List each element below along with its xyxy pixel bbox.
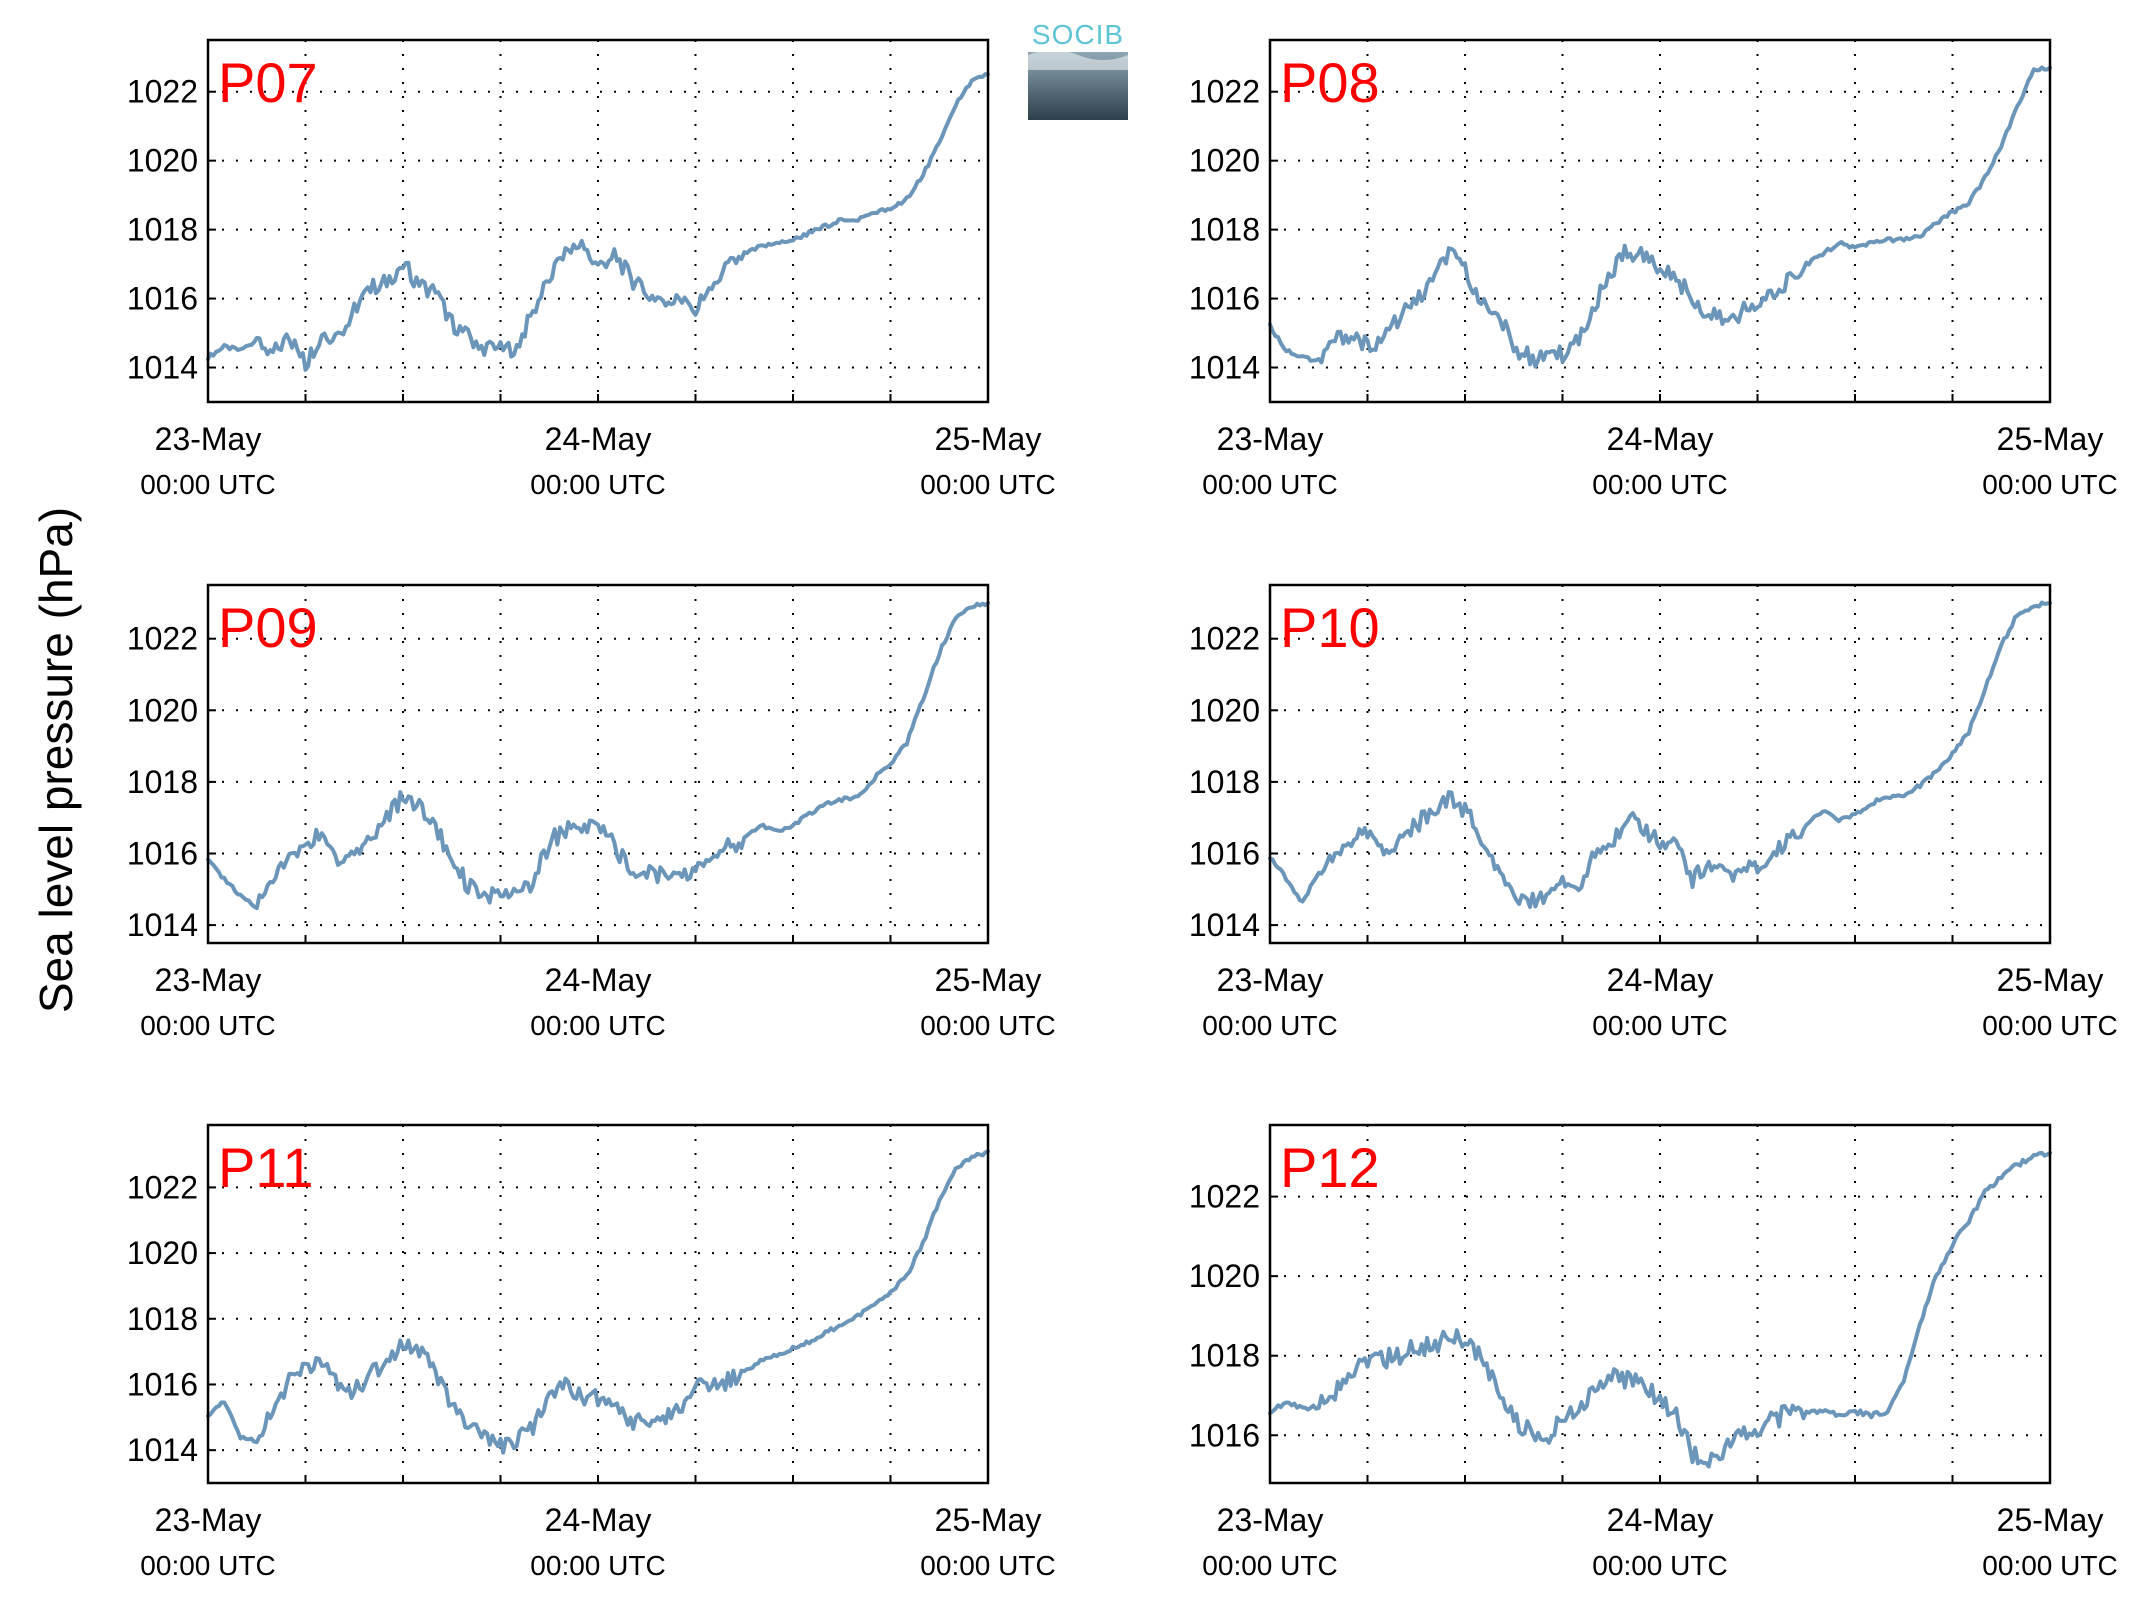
y-tick-label: 1020	[127, 1235, 198, 1271]
panel-p10: 1014 1016 1018 1020 1022 23-May 00:00 UTC 24-Ma…	[1189, 583, 2118, 1041]
y-tick-label: 1020	[1189, 692, 1260, 728]
y-tick-label: 1022	[1189, 1179, 1260, 1215]
y-tick-label: 1016	[1189, 281, 1260, 317]
panel-title: P09	[218, 596, 318, 659]
x-tick-label-date: 24-May	[545, 421, 652, 457]
series-line	[1268, 65, 2052, 369]
y-tick-label: 1016	[127, 836, 198, 872]
y-tick-label: 1018	[127, 1301, 198, 1337]
x-tick-label-time: 00:00 UTC	[1202, 1010, 1337, 1041]
y-tick-label: 1018	[1189, 1338, 1260, 1374]
y-tick-label: 1016	[127, 281, 198, 317]
panel-p11: 1014 1016 1018 1020 1022 23-May 00:00 UTC 24-Ma…	[127, 1123, 1056, 1581]
y-tick-label: 1018	[127, 764, 198, 800]
y-axis-label: Sea level pressure (hPa)	[30, 507, 82, 1013]
x-tick-label-date: 25-May	[935, 1502, 1042, 1538]
plot-frame	[206, 583, 990, 945]
x-tick-label-time: 00:00 UTC	[920, 469, 1055, 500]
panel-p09: 1014 1016 1018 1020 1022 23-May 00:00 UTC 24-Ma…	[127, 583, 1056, 1041]
y-tick-label: 1018	[1189, 764, 1260, 800]
y-tick-label: 1020	[1189, 143, 1260, 179]
panel-title: P11	[218, 1136, 313, 1199]
x-tick-label-time: 00:00 UTC	[1982, 1550, 2117, 1581]
x-tick-label-date: 24-May	[545, 962, 652, 998]
x-tick-label-date: 23-May	[1217, 421, 1324, 457]
series-line	[206, 1149, 990, 1455]
y-tick-label: 1014	[1189, 350, 1260, 386]
y-tick-label: 1016	[1189, 836, 1260, 872]
x-tick-label-time: 00:00 UTC	[140, 1010, 275, 1041]
y-tick-label: 1020	[127, 692, 198, 728]
x-tick-label-date: 24-May	[1607, 962, 1714, 998]
y-tick-label: 1020	[127, 143, 198, 179]
panel-title: P12	[1280, 1136, 1380, 1199]
x-tick-label-time: 00:00 UTC	[920, 1550, 1055, 1581]
y-tick-label: 1014	[1189, 907, 1260, 943]
panel-p08: 1014 1016 1018 1020 1022 23-May 00:00 UTC 24-Ma…	[1189, 38, 2118, 500]
plot-frame	[206, 38, 990, 404]
series-line	[206, 72, 990, 372]
panel-p12: 1016 1018 1020 1022 23-May 00:00 UTC 24-May 00:…	[1189, 1123, 2118, 1581]
x-tick-label-time: 00:00 UTC	[1592, 1550, 1727, 1581]
y-tick-label: 1014	[127, 907, 198, 943]
y-tick-label: 1020	[1189, 1258, 1260, 1294]
y-tick-label: 1022	[127, 621, 198, 657]
series-line	[1268, 1150, 2052, 1469]
x-tick-label-time: 00:00 UTC	[1202, 469, 1337, 500]
plot-frame	[1268, 38, 2052, 404]
x-tick-label-time: 00:00 UTC	[1982, 1010, 2117, 1041]
y-tick-label: 1018	[127, 212, 198, 248]
y-tick-label: 1022	[1189, 74, 1260, 110]
x-tick-label-date: 23-May	[155, 421, 262, 457]
plot-frame	[206, 1123, 990, 1485]
panel-p07: 1014 1016 1018 1020 1022 23-May 00:00 UTC 24-Ma…	[127, 38, 1056, 500]
x-tick-label-date: 23-May	[1217, 1502, 1324, 1538]
x-tick-label-time: 00:00 UTC	[1982, 469, 2117, 500]
x-tick-label-date: 23-May	[155, 962, 262, 998]
socib-logo: SOCIB	[1028, 19, 1128, 120]
x-tick-label-time: 00:00 UTC	[530, 469, 665, 500]
x-tick-label-date: 25-May	[1997, 1502, 2104, 1538]
x-tick-label-date: 25-May	[1997, 962, 2104, 998]
x-tick-label-date: 23-May	[155, 1502, 262, 1538]
x-tick-label-time: 00:00 UTC	[530, 1010, 665, 1041]
y-tick-label: 1022	[127, 1169, 198, 1205]
x-tick-label-date: 23-May	[1217, 962, 1324, 998]
series-line	[1268, 600, 2052, 909]
y-tick-label: 1014	[127, 350, 198, 386]
x-tick-label-date: 25-May	[935, 421, 1042, 457]
panel-title: P07	[218, 51, 318, 114]
y-tick-label: 1022	[1189, 621, 1260, 657]
logo-text: SOCIB	[1032, 19, 1124, 50]
x-tick-label-time: 00:00 UTC	[1592, 469, 1727, 500]
x-tick-label-time: 00:00 UTC	[1592, 1010, 1727, 1041]
y-tick-label: 1022	[127, 74, 198, 110]
x-tick-label-date: 25-May	[1997, 421, 2104, 457]
y-tick-label: 1018	[1189, 212, 1260, 248]
x-tick-label-time: 00:00 UTC	[1202, 1550, 1337, 1581]
x-tick-label-time: 00:00 UTC	[140, 1550, 275, 1581]
panel-title: P08	[1280, 51, 1380, 114]
y-tick-label: 1016	[1189, 1417, 1260, 1453]
x-tick-label-date: 24-May	[545, 1502, 652, 1538]
y-tick-label: 1016	[127, 1366, 198, 1402]
x-tick-label-time: 00:00 UTC	[140, 469, 275, 500]
y-tick-label: 1014	[127, 1432, 198, 1468]
x-tick-label-date: 25-May	[935, 962, 1042, 998]
panel-title: P10	[1280, 596, 1380, 659]
x-tick-label-date: 24-May	[1607, 421, 1714, 457]
x-tick-label-time: 00:00 UTC	[920, 1010, 1055, 1041]
plot-frame	[1268, 583, 2052, 945]
series-line	[206, 600, 990, 911]
plot-frame	[1268, 1123, 2052, 1485]
x-tick-label-date: 24-May	[1607, 1502, 1714, 1538]
x-tick-label-time: 00:00 UTC	[530, 1550, 665, 1581]
